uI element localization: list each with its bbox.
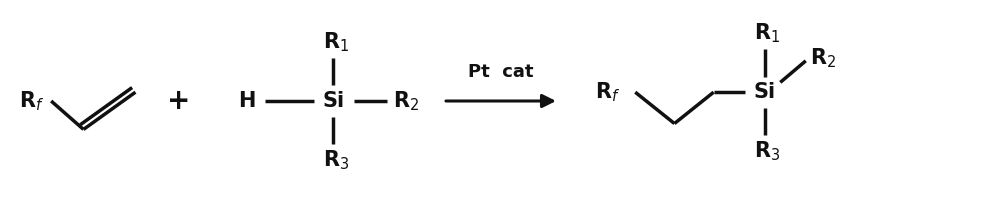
Text: R$_3$: R$_3$ <box>754 139 781 163</box>
Text: R$_2$: R$_2$ <box>810 46 836 70</box>
Text: R$_f$: R$_f$ <box>595 80 620 104</box>
Text: R$_1$: R$_1$ <box>323 30 349 54</box>
Text: R$_3$: R$_3$ <box>323 148 349 172</box>
Text: R$_1$: R$_1$ <box>754 22 781 45</box>
Text: R$_2$: R$_2$ <box>393 89 419 113</box>
Text: H: H <box>238 91 256 111</box>
Text: Pt  cat: Pt cat <box>468 63 534 81</box>
Text: Si: Si <box>754 82 776 102</box>
Text: R$_f$: R$_f$ <box>19 89 44 113</box>
Text: Si: Si <box>322 91 344 111</box>
Text: +: + <box>167 87 190 115</box>
